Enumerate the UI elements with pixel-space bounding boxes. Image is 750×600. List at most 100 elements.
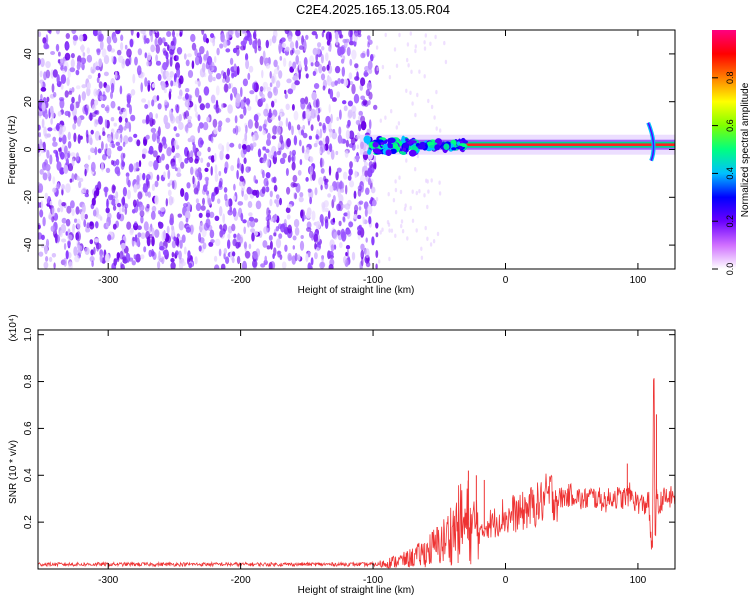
spectrogram-noise-cell: [205, 37, 209, 44]
spectrogram-noise-cell: [244, 250, 251, 259]
colorbar-ticks: 0.0 0.2 0.4 0.6 0.8: [712, 72, 735, 275]
spectrogram-noise-cell: [165, 70, 169, 78]
spectrogram-noise-cell: [338, 30, 342, 36]
snr-plot-area: [38, 330, 675, 569]
spectrogram-noise-cell: [86, 82, 91, 90]
spectrogram-noise-cell: [49, 200, 53, 206]
spectrogram-noise-cell: [148, 112, 153, 121]
spectrogram-noise-cell: [338, 200, 344, 212]
spectrogram-noise-cell: [55, 124, 60, 131]
spectrogram-noise-cell: [76, 175, 80, 181]
spectrogram-noise-cell: [200, 140, 204, 145]
spectrogram-noise-cell: [242, 78, 248, 87]
spectrogram-noise-cell: [151, 132, 157, 142]
spectrogram-noise-cell: [296, 124, 301, 131]
spectrogram-noise-cell: [80, 44, 85, 53]
spectrogram-noise-cell: [194, 256, 198, 265]
spectrogram-noise-cell: [284, 93, 288, 99]
spectrogram-noise-cell: [287, 88, 294, 95]
spectrogram-noise-cell: [161, 136, 167, 145]
spectrogram-noise-cell: [262, 158, 266, 164]
spectrogram-noise-cell: [255, 179, 258, 184]
spectrogram-noise-cell: [183, 53, 187, 60]
spectrogram-noise-cell: [354, 204, 359, 213]
spectrogram-noise-cell: [59, 230, 63, 238]
spectrogram-noise-cell: [158, 142, 163, 153]
spectrogram-noise-cell: [358, 206, 362, 211]
spectrogram-noise-cell: [167, 182, 171, 187]
spectrogram-noise-cell: [64, 145, 68, 155]
spectrogram-noise-cell: [249, 90, 255, 95]
spectrogram-noise-cell: [61, 184, 65, 191]
spectrogram-noise-cell: [269, 198, 273, 207]
spectrogram-noise-cell: [304, 152, 310, 161]
spectrogram-noise-cell: [168, 109, 173, 119]
spectrogram-noise-cell: [189, 150, 194, 159]
spectrogram-noise-cell: [89, 256, 95, 262]
spectrogram-noise-cell: [125, 172, 130, 178]
spectrogram-noise-cell: [168, 195, 173, 206]
spectrogram-noise-cell: [269, 190, 273, 198]
spectrogram-noise-cell: [310, 257, 314, 266]
spectrogram-speck: [418, 69, 421, 74]
spectrogram-noise-cell: [55, 150, 59, 158]
spectrogram-noise-cell: [255, 200, 262, 210]
spectrogram-noise-cell: [169, 71, 175, 78]
spectrogram-noise-cell: [244, 132, 248, 142]
spectrogram-noise-cell: [352, 111, 356, 120]
spectrogram-noise-cell: [44, 245, 48, 255]
spectrogram-noise-cell: [212, 76, 216, 82]
spectrogram-noise-cell: [107, 234, 112, 241]
spectrogram-noise-cell: [124, 117, 128, 123]
spectrogram-noise-cell: [214, 264, 220, 269]
spectrogram-noise-cell: [151, 118, 156, 126]
spectrogram-noise-cell: [70, 58, 75, 68]
spectrogram-noise-cell: [311, 91, 317, 101]
spectrogram-noise-cell: [51, 207, 56, 217]
spectrogram-noise-cell: [303, 57, 308, 67]
spectrogram-noise-cell: [358, 200, 364, 205]
spectrogram-speck: [393, 47, 397, 52]
spectrogram-noise-cell: [340, 137, 344, 144]
spectrogram-noise-cell: [202, 121, 209, 131]
spectrogram-noise-cell: [230, 93, 233, 101]
spectrogram-noise-cell: [292, 235, 297, 241]
spectrogram-noise-cell: [152, 150, 158, 158]
figure-title: C2E4.2025.165.13.05.R04: [296, 2, 450, 17]
spectrogram-noise-cell: [243, 241, 247, 249]
spectrogram-noise-cell: [147, 80, 151, 86]
spectrogram-noise-cell: [279, 254, 283, 260]
spectrogram-noise-cell: [360, 77, 366, 87]
spectrogram-noise-cell: [106, 221, 109, 228]
spectrogram-noise-cell: [186, 182, 191, 189]
spectrogram-noise-cell: [345, 252, 348, 257]
spectrogram-noise-cell: [104, 253, 110, 263]
spectrogram-speck: [381, 227, 384, 232]
spectrogram-noise-cell: [118, 116, 123, 123]
spectrogram-noise-cell: [127, 179, 131, 188]
spectrogram-noise-cell: [40, 200, 44, 210]
spectrogram-noise-cell: [331, 97, 337, 102]
spectrogram-noise-cell: [199, 103, 205, 111]
spectrogram-noise-cell: [360, 249, 365, 260]
spectrogram-noise-cell: [78, 181, 82, 189]
spectrogram-noise-cell: [171, 251, 175, 258]
spectrogram-noise-cell: [107, 135, 112, 143]
snr-frame: [37, 329, 676, 570]
spectrogram-noise-cell: [100, 161, 104, 172]
x-tick-label: 0: [503, 575, 509, 586]
spectrogram-noise-cell: [298, 196, 304, 203]
spectrogram-noise-cell: [223, 248, 227, 255]
spectrogram-noise-cell: [323, 200, 329, 208]
spectrogram-noise-cell: [51, 253, 57, 258]
y-tick-label: 0: [23, 146, 34, 152]
spectrogram-noise-cell: [40, 93, 43, 101]
spectrogram-noise-cell: [39, 169, 44, 175]
spectrogram-noise-cell: [302, 132, 308, 139]
spectrogram-noise-cell: [287, 252, 292, 262]
spectrogram-noise-cell: [143, 35, 147, 45]
spectrogram-speck: [378, 259, 381, 264]
spectrogram-noise-cell: [129, 38, 134, 48]
spectrogram-noise-cell: [320, 184, 323, 191]
spectrogram-signal-blob: [401, 135, 406, 144]
